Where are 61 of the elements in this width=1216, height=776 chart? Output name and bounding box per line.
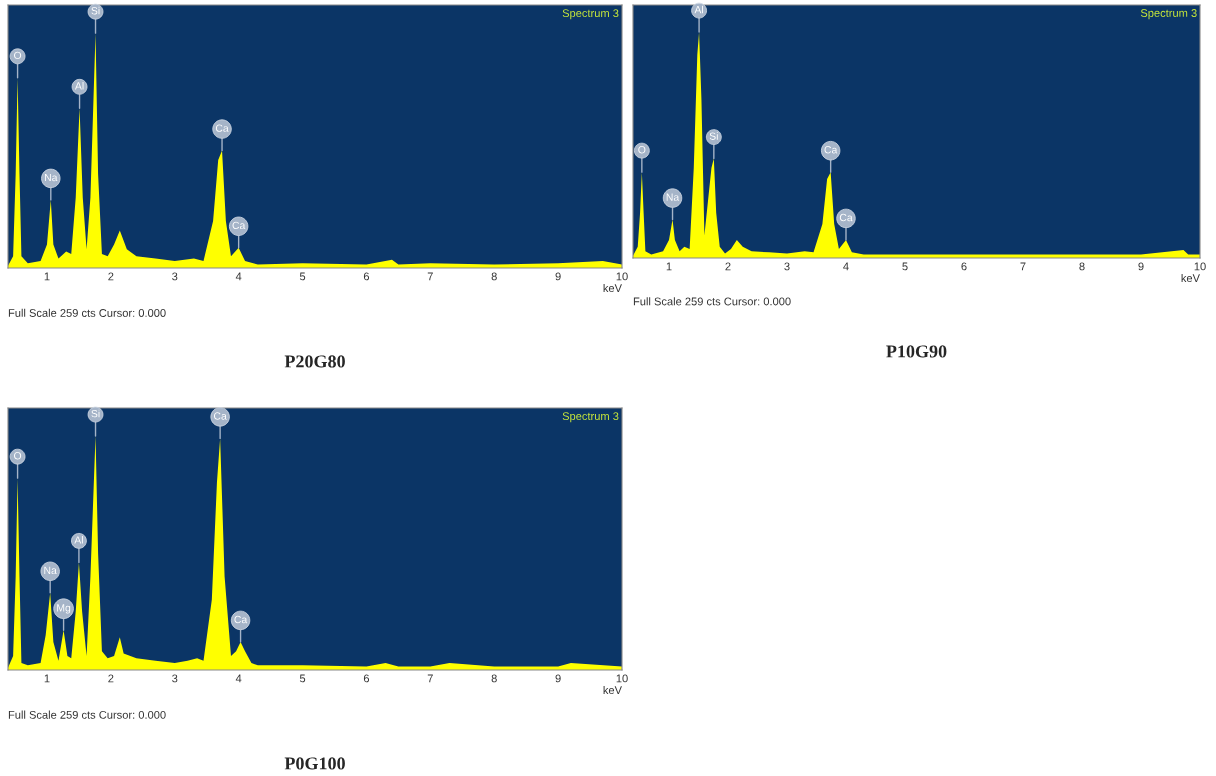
annotation: Ca: [213, 412, 227, 420]
text: Full Scale 259 cts Cursor: 0.000: [8, 710, 166, 719]
text: P0G100: [284, 757, 345, 770]
text: Spectrum 3: [1140, 9, 1197, 20]
annotation: Al: [694, 5, 704, 14]
x-tick-label: 2: [108, 674, 114, 683]
x-tick-label: 1: [44, 674, 50, 683]
x-tick-label: 9: [555, 674, 561, 683]
x-tick-label: 7: [427, 272, 433, 281]
annotation: Al: [74, 81, 84, 90]
annotation: O: [14, 51, 22, 60]
annotation: Na: [44, 566, 57, 575]
x-tick-label: 6: [961, 262, 967, 271]
annotation: Si: [91, 6, 100, 15]
x-tick-label: 4: [235, 674, 242, 683]
x-tick-label: 8: [491, 272, 497, 281]
annotation: Si: [709, 132, 718, 140]
x-tick-label: 3: [172, 272, 178, 281]
x-tick-label: 10: [1194, 262, 1206, 271]
x-tick-label: 1: [44, 272, 50, 281]
annotation: O: [638, 146, 646, 154]
x-tick-label: 9: [1138, 262, 1144, 271]
x-tick-label: 5: [902, 262, 908, 271]
x-tick-label: 2: [108, 272, 114, 281]
x-axis-title: keV: [603, 283, 622, 293]
x-tick-label: 8: [491, 674, 497, 683]
annotation: Si: [91, 409, 100, 418]
text: P20G80: [284, 355, 345, 368]
text: Full Scale 259 cts Cursor: 0.000: [8, 308, 166, 317]
x-tick-label: 3: [784, 262, 790, 271]
x-tick-label: 4: [235, 272, 242, 281]
x-axis-title: keV: [603, 685, 622, 695]
annotation: O: [14, 452, 22, 460]
x-tick-label: 6: [363, 674, 370, 683]
x-tick-label: 5: [299, 674, 306, 683]
x-tick-label: 10: [616, 674, 628, 683]
text: Full Scale 259 cts Cursor: 0.000: [633, 297, 791, 306]
x-tick-label: 7: [1020, 262, 1026, 271]
annotation: Na: [45, 173, 58, 182]
annotation: Ca: [234, 615, 248, 624]
x-tick-label: 1: [666, 262, 672, 271]
x-tick-label: 6: [363, 272, 370, 281]
annotation: Ca: [839, 213, 853, 222]
x-tick-label: 10: [616, 272, 628, 281]
annotation: Al: [74, 536, 83, 544]
x-tick-label: 9: [555, 272, 561, 281]
text: Spectrum 3: [562, 9, 619, 20]
x-tick-label: 3: [172, 674, 178, 683]
text: P10G90: [886, 345, 947, 358]
annotation: Ca: [824, 146, 838, 154]
x-tick-label: 5: [299, 272, 306, 281]
x-tick-label: 4: [843, 262, 849, 271]
x-tick-label: 2: [725, 262, 731, 271]
x-axis-title: keV: [1181, 273, 1200, 283]
x-tick-label: 7: [427, 674, 433, 683]
text: Spectrum 3: [562, 412, 619, 423]
x-tick-label: 8: [1079, 262, 1085, 271]
annotation: Mg: [57, 604, 71, 614]
annotation: Na: [666, 193, 680, 201]
annotation: Ca: [232, 221, 246, 230]
annotation: Ca: [215, 124, 229, 132]
